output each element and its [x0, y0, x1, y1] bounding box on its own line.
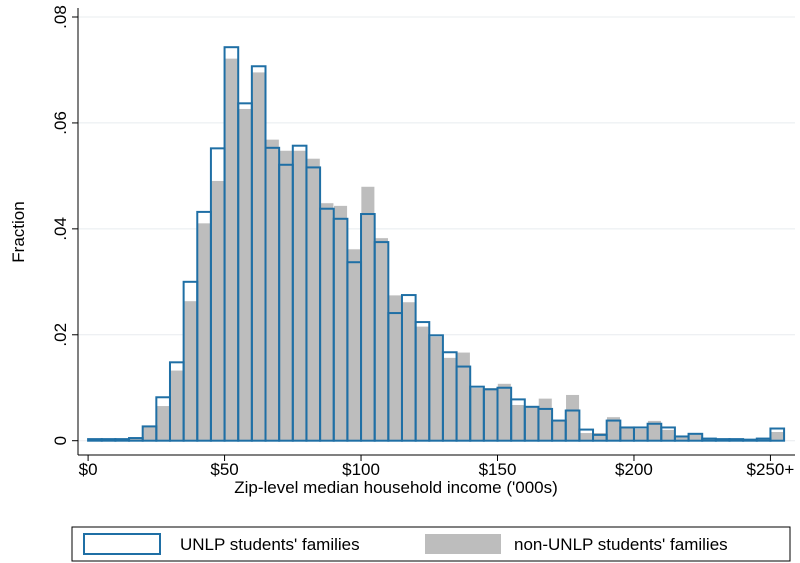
- histogram-bar: [688, 433, 703, 442]
- histogram-bar: [564, 409, 581, 442]
- histogram-bar: [469, 387, 485, 442]
- legend-swatch: [425, 534, 501, 554]
- histogram-bar: [347, 248, 362, 442]
- histogram-bar: [100, 438, 117, 442]
- x-tick-label: $100: [342, 460, 380, 479]
- histogram-bar: [687, 432, 704, 442]
- histogram-bar: [497, 383, 512, 442]
- histogram-bar: [237, 108, 253, 442]
- histogram-bar: [224, 58, 239, 442]
- y-axis-title: Fraction: [9, 201, 28, 262]
- histogram-bar: [742, 438, 758, 442]
- histogram-bar: [265, 139, 280, 442]
- histogram-bar: [278, 150, 294, 442]
- x-tick-label: $200: [615, 460, 653, 479]
- histogram-bar: [415, 326, 430, 442]
- legend-label: UNLP students' families: [180, 535, 360, 554]
- x-tick-label: $0: [79, 460, 98, 479]
- histogram-bar: [769, 427, 786, 442]
- histogram-bar: [510, 404, 526, 442]
- histogram-bar: [714, 438, 731, 442]
- legend-label: non-UNLP students' families: [514, 535, 728, 554]
- y-tick-label: .06: [51, 111, 70, 135]
- histogram-bar: [660, 426, 676, 442]
- histogram-bar: [87, 438, 103, 442]
- y-tick-label: 0: [51, 436, 70, 445]
- histogram-bar: [633, 428, 648, 442]
- y-tick-label: .08: [51, 5, 70, 29]
- histogram-bar: [442, 357, 457, 442]
- histogram-bar: [306, 158, 321, 442]
- histogram-bar: [660, 429, 676, 442]
- histogram-bar: [728, 438, 745, 442]
- histogram-bar: [251, 71, 266, 442]
- x-tick-label: $50: [210, 460, 238, 479]
- legend-swatch: [83, 533, 161, 555]
- histogram-bar: [456, 351, 471, 442]
- y-tick-label: .02: [51, 323, 70, 347]
- histogram-bar: [524, 406, 539, 442]
- y-tick-label: .04: [51, 217, 70, 241]
- histogram-bar: [551, 420, 567, 442]
- histogram-bar: [428, 336, 444, 442]
- histogram-bar: [114, 438, 131, 442]
- histogram-bar: [183, 300, 198, 442]
- histogram-bar: [360, 186, 375, 442]
- x-tick-label: $250+: [747, 460, 795, 479]
- histogram-bar: [210, 180, 225, 442]
- histogram-bar: [374, 237, 389, 442]
- x-axis-title: Zip-level median household income ('000s…: [234, 478, 558, 497]
- histogram-bar: [770, 431, 785, 442]
- histogram-bar: [333, 205, 348, 442]
- histogram-bar: [620, 427, 635, 442]
- histogram-bar: [169, 369, 184, 442]
- histogram-bar: [538, 398, 553, 442]
- histogram-bar: [292, 150, 307, 442]
- histogram-bar: [196, 222, 212, 442]
- histogram-bar: [483, 387, 498, 442]
- x-tick-label: $150: [479, 460, 517, 479]
- histogram-bar: [579, 432, 594, 442]
- histogram-bar: [565, 394, 580, 442]
- histogram-bar: [156, 405, 171, 442]
- histogram-bar: [388, 294, 403, 442]
- histogram-bar: [319, 202, 335, 442]
- histogram-bar: [142, 425, 157, 442]
- histogram-bar: [401, 301, 416, 442]
